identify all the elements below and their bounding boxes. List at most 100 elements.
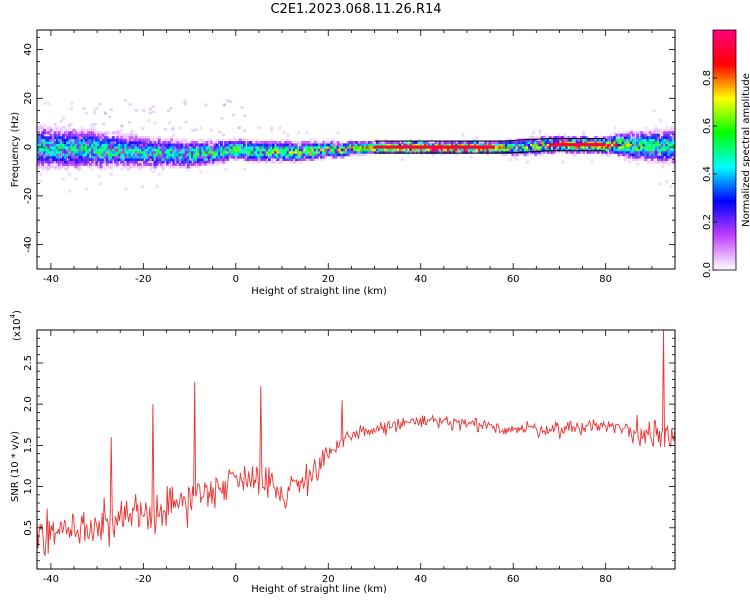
- heatmap-cell: [199, 150, 203, 154]
- heatmap-cell: [184, 143, 188, 147]
- heatmap-cell: [673, 143, 675, 147]
- heatmap-cell: [627, 153, 631, 157]
- heatmap-cell: [305, 131, 309, 135]
- heatmap-cell: [78, 133, 82, 137]
- heatmap-cell: [170, 155, 174, 159]
- heatmap-cell: [419, 150, 423, 154]
- heatmap-cell: [72, 165, 76, 169]
- heatmap-cell: [105, 160, 109, 164]
- heatmap-cell: [197, 143, 201, 147]
- heatmap-cell: [594, 141, 598, 144]
- heatmap-cell: [145, 150, 149, 154]
- heatmap-cell: [136, 141, 140, 144]
- heatmap-cell: [41, 133, 45, 137]
- heatmap-cell: [178, 126, 182, 130]
- heatmap-cell: [438, 150, 442, 154]
- heatmap-cell: [486, 141, 490, 144]
- heatmap-cell: [99, 138, 103, 142]
- heatmap-cell: [629, 143, 633, 147]
- heatmap-cell: [648, 138, 652, 142]
- heatmap-cell: [55, 155, 59, 159]
- heatmap-cell: [126, 167, 130, 171]
- heatmap-cell: [163, 148, 167, 152]
- heatmap-cell: [188, 160, 192, 164]
- heatmap-cell: [413, 150, 417, 154]
- heatmap-cell: [151, 105, 155, 108]
- heatmap-cell: [640, 153, 644, 157]
- heatmap-cell: [424, 141, 427, 144]
- heatmap-cell: [132, 158, 136, 161]
- heatmap-cell: [498, 150, 502, 154]
- heatmap-cell: [284, 158, 288, 161]
- heatmap-cell: [469, 150, 473, 154]
- heatmap-cell: [430, 143, 434, 147]
- heatmap-cell: [532, 150, 536, 154]
- heatmap-cell: [172, 158, 176, 161]
- heatmap-cell: [555, 136, 558, 140]
- heatmap-cell: [62, 116, 65, 120]
- multiplier-close: ): [12, 310, 23, 314]
- heatmap-cell: [548, 150, 552, 154]
- heatmap-cell: [240, 138, 244, 142]
- heatmap-cell: [415, 143, 419, 147]
- heatmap-cell: [278, 141, 282, 144]
- band-edge-line: [374, 138, 606, 142]
- heatmap-cell: [634, 131, 638, 135]
- heatmap-cell: [363, 153, 367, 157]
- heatmap-cell: [382, 150, 386, 154]
- heatmap-cell: [147, 162, 151, 166]
- heatmap-cell: [232, 153, 236, 157]
- heatmap-cell: [84, 136, 88, 140]
- heatmap-cell: [627, 136, 631, 140]
- heatmap-cell: [646, 138, 650, 142]
- heatmap-cell: [220, 150, 224, 154]
- heatmap-cell: [494, 148, 498, 152]
- heatmap-cell: [45, 153, 49, 157]
- heatmap-cell: [101, 160, 105, 164]
- heatmap-cell: [384, 138, 388, 142]
- heatmap-cell: [261, 148, 265, 152]
- heatmap-cell: [542, 138, 546, 142]
- heatmap-cell: [473, 148, 477, 152]
- heatmap-cell: [280, 148, 284, 152]
- heatmap-cell: [673, 162, 675, 166]
- heatmap-cell: [97, 141, 101, 144]
- heatmap-cell: [588, 150, 592, 154]
- heatmap-cell: [405, 143, 409, 147]
- heatmap-cell: [207, 138, 211, 142]
- heatmap-cell: [247, 143, 251, 147]
- heatmap-cell: [261, 150, 265, 154]
- heatmap-cell: [552, 145, 556, 149]
- heatmap-cell: [211, 158, 215, 161]
- heatmap-cell: [86, 150, 90, 154]
- heatmap-cell: [99, 141, 103, 144]
- heatmap-cell: [455, 153, 459, 157]
- heatmap-cell: [193, 162, 196, 166]
- heatmap-cell: [319, 153, 323, 157]
- heatmap-cell: [101, 133, 105, 137]
- heatmap-cell: [542, 136, 546, 140]
- heatmap-cell: [220, 155, 224, 159]
- heatmap-cell: [399, 150, 402, 154]
- heatmap-cell: [126, 143, 130, 147]
- heatmap-cell: [55, 133, 59, 137]
- heatmap-cell: [211, 148, 215, 152]
- heatmap-cell: [45, 155, 49, 159]
- heatmap-cell: [149, 107, 153, 111]
- heatmap-cell: [201, 158, 205, 161]
- heatmap-cell: [274, 145, 278, 149]
- heatmap-cell: [41, 138, 45, 142]
- heatmap-cell: [540, 141, 544, 144]
- heatmap-cell: [84, 141, 88, 144]
- heatmap-cell: [430, 141, 434, 144]
- heatmap-cell: [528, 145, 531, 149]
- heatmap-cell: [39, 165, 43, 169]
- heatmap-cell: [307, 153, 311, 157]
- heatmap-cell: [109, 165, 113, 169]
- heatmap-cell: [632, 145, 635, 149]
- heatmap-cell: [609, 141, 613, 144]
- heatmap-cell: [39, 136, 43, 140]
- heatmap-cell: [609, 145, 613, 149]
- heatmap-cell: [222, 143, 226, 147]
- heatmap-cell: [538, 143, 542, 147]
